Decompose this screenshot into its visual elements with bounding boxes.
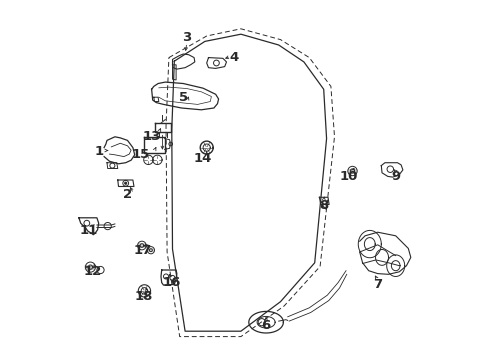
Text: 18: 18: [134, 291, 153, 303]
Text: 17: 17: [133, 244, 151, 257]
Text: 13: 13: [142, 130, 161, 143]
Text: 1: 1: [94, 145, 103, 158]
Text: 14: 14: [194, 152, 212, 165]
Text: 5: 5: [179, 91, 187, 104]
Text: 4: 4: [228, 51, 238, 64]
Text: 10: 10: [339, 170, 357, 183]
Text: 2: 2: [122, 188, 132, 201]
Text: 11: 11: [80, 224, 98, 237]
Text: 8: 8: [319, 199, 327, 212]
Text: 7: 7: [372, 278, 382, 291]
Text: 6: 6: [261, 319, 270, 332]
Text: 16: 16: [162, 276, 181, 289]
Text: 15: 15: [132, 148, 150, 161]
Circle shape: [124, 182, 126, 184]
Text: 12: 12: [83, 265, 101, 278]
Text: 9: 9: [390, 170, 400, 183]
Text: 3: 3: [182, 31, 191, 44]
